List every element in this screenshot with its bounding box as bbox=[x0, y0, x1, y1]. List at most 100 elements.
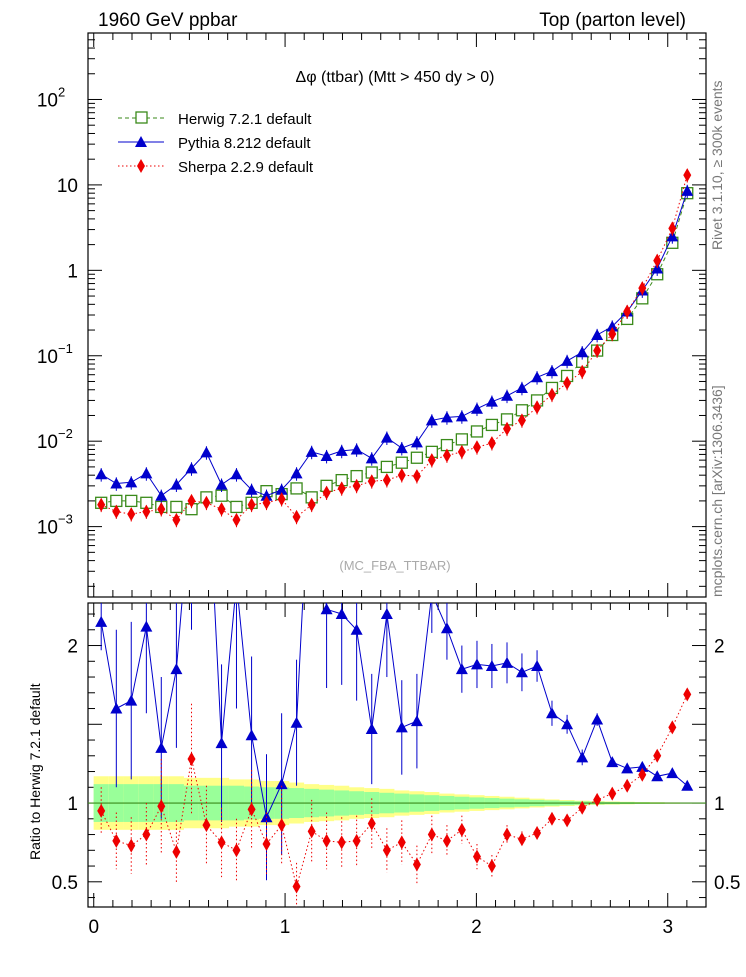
point-herwig bbox=[470, 425, 484, 438]
ratio-point-pythia bbox=[606, 756, 619, 768]
ratio-point-pythia bbox=[110, 702, 123, 714]
header-right: Top (parton level) bbox=[539, 10, 686, 31]
point-pythia bbox=[185, 462, 198, 474]
legend-entry-pythia: Pythia 8.212 default bbox=[118, 135, 311, 152]
point-pythia bbox=[606, 320, 619, 332]
point-pythia bbox=[531, 371, 544, 383]
ratio-point-sherpa bbox=[112, 833, 121, 848]
ratio-point-sherpa bbox=[457, 822, 466, 837]
point-sherpa bbox=[503, 421, 512, 436]
point-sherpa bbox=[683, 168, 692, 183]
side-label-mcplots: mcplots.cern.ch [arXiv:1306.3436] bbox=[709, 385, 725, 597]
point-sherpa bbox=[352, 478, 361, 493]
ratio-point-sherpa bbox=[563, 813, 572, 828]
point-sherpa bbox=[457, 444, 466, 459]
point-pythia bbox=[290, 467, 303, 479]
legend-label-sherpa: Sherpa 2.2.9 default bbox=[178, 159, 314, 176]
point-herwig bbox=[485, 418, 499, 432]
point-pythia bbox=[320, 450, 333, 462]
ratio-point-pythia bbox=[380, 608, 393, 620]
ratio-point-pythia bbox=[125, 694, 138, 706]
ratio-point-pythia bbox=[155, 741, 168, 753]
point-pythia bbox=[515, 381, 528, 393]
ratio-point-sherpa bbox=[187, 751, 196, 766]
ratio-point-sherpa bbox=[292, 879, 301, 894]
ratio-series-pythia bbox=[95, 603, 694, 881]
ratio-series bbox=[95, 603, 694, 907]
main-series bbox=[95, 168, 694, 528]
ratio-point-pythia bbox=[410, 715, 423, 727]
ratio-point-pythia bbox=[320, 603, 333, 615]
y-tick-label: 10 bbox=[57, 176, 78, 197]
ratio-point-pythia bbox=[545, 707, 558, 719]
point-pythia bbox=[140, 467, 153, 479]
ratio-point-pythia bbox=[621, 762, 634, 774]
ratio-point-sherpa bbox=[503, 827, 512, 842]
ratio-point-pythia bbox=[591, 713, 604, 725]
ratio-point-pythia bbox=[245, 729, 258, 741]
point-sherpa bbox=[397, 468, 406, 483]
point-pythia bbox=[501, 389, 514, 401]
ratio-point-pythia bbox=[681, 779, 694, 791]
point-herwig bbox=[380, 460, 394, 474]
point-sherpa bbox=[487, 436, 496, 451]
ratio-y-tick-label-right: 0.5 bbox=[714, 873, 740, 894]
point-pythia bbox=[561, 354, 574, 366]
x-tick-label: 0 bbox=[88, 917, 99, 938]
ratio-line-pythia bbox=[100, 603, 688, 819]
y-tick-exponent: −2 bbox=[58, 426, 73, 441]
ratio-point-sherpa bbox=[307, 824, 316, 839]
legend-label-herwig: Herwig 7.2.1 default bbox=[178, 111, 312, 128]
point-sherpa bbox=[232, 512, 241, 527]
series-herwig bbox=[95, 187, 694, 516]
legend-entry-herwig: Herwig 7.2.1 default bbox=[118, 111, 312, 128]
y-tick-label: 10 bbox=[37, 518, 58, 539]
point-pythia bbox=[455, 410, 468, 422]
series-line-sherpa bbox=[100, 175, 688, 521]
point-sherpa bbox=[97, 497, 106, 512]
ratio-point-sherpa bbox=[578, 800, 587, 815]
point-sherpa bbox=[547, 387, 556, 402]
ratio-point-pythia bbox=[485, 660, 498, 672]
series-sherpa bbox=[97, 168, 692, 528]
point-sherpa bbox=[472, 440, 481, 455]
ratio-point-pythia bbox=[440, 622, 453, 634]
point-sherpa bbox=[292, 509, 301, 524]
ratio-point-pythia bbox=[666, 767, 679, 779]
point-pythia bbox=[95, 468, 108, 480]
ratio-point-pythia bbox=[395, 721, 408, 733]
ratio-point-pythia bbox=[531, 660, 544, 672]
point-sherpa bbox=[247, 497, 256, 512]
ratio-y-tick-label-right: 2 bbox=[714, 637, 725, 658]
point-herwig bbox=[125, 494, 138, 508]
ratio-point-sherpa bbox=[472, 849, 481, 864]
point-pythia bbox=[666, 230, 679, 242]
ratio-point-sherpa bbox=[533, 825, 542, 840]
side-label-rivet: Rivet 3.1.10, ≥ 300k events bbox=[709, 80, 725, 250]
point-sherpa bbox=[202, 495, 211, 510]
ratio-point-pythia bbox=[95, 615, 108, 627]
ratio-point-sherpa bbox=[352, 833, 361, 848]
y-tick-label: 10 bbox=[37, 90, 58, 111]
point-sherpa bbox=[127, 507, 136, 522]
ratio-point-pythia bbox=[561, 718, 574, 730]
ratio-y-tick-label: 1 bbox=[67, 794, 78, 815]
point-sherpa bbox=[322, 485, 331, 500]
point-pythia bbox=[305, 445, 318, 457]
point-pythia bbox=[410, 436, 423, 448]
ratio-point-sherpa bbox=[653, 748, 662, 763]
y-tick-label: 10 bbox=[37, 432, 58, 453]
series-line-herwig bbox=[101, 193, 688, 510]
point-sherpa bbox=[262, 495, 271, 510]
point-pythia bbox=[425, 414, 438, 426]
point-herwig bbox=[395, 456, 408, 469]
ratio-point-sherpa bbox=[247, 802, 256, 817]
ratio-point-sherpa bbox=[517, 832, 526, 847]
point-pythia bbox=[350, 443, 363, 455]
y-tick-label: 1 bbox=[67, 261, 78, 282]
y-tick-exponent: 2 bbox=[58, 84, 65, 99]
ratio-point-pythia bbox=[576, 751, 589, 763]
point-pythia bbox=[125, 476, 138, 488]
point-sherpa bbox=[623, 304, 632, 319]
x-tick-label: 3 bbox=[662, 917, 673, 938]
